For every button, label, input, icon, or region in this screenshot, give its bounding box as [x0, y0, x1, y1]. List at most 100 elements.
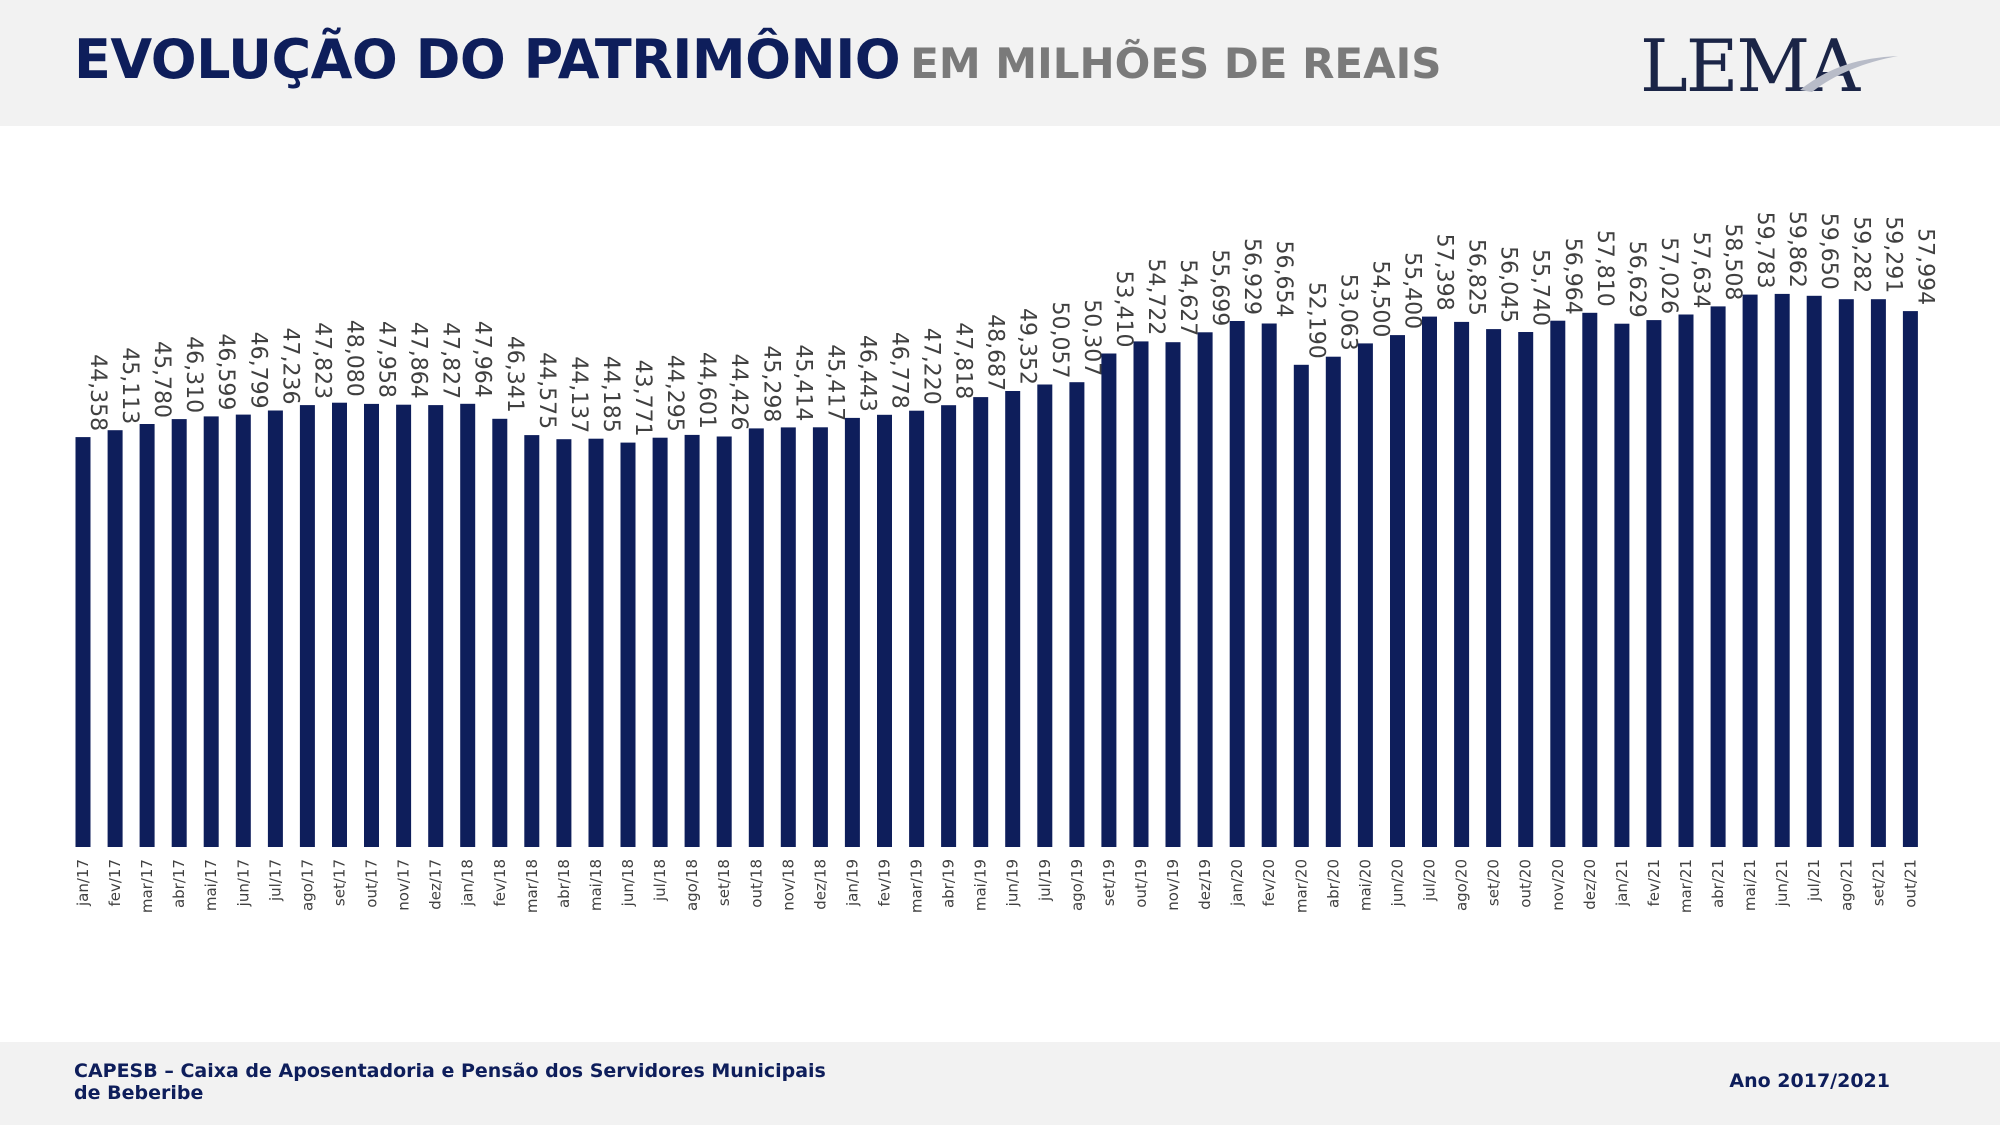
- bar-fev/20: [1261, 323, 1277, 847]
- value-label-mar/20: 52,190: [1303, 282, 1328, 359]
- category-label-mar/19: mar/19: [908, 859, 926, 913]
- bar-jul/17: [267, 410, 283, 847]
- bar-out/17: [364, 403, 379, 847]
- value-label-jul/19: 50,057: [1047, 302, 1072, 379]
- bar-mai/18: [588, 438, 604, 847]
- value-label-jul/20: 57,398: [1432, 234, 1457, 311]
- value-label-set/19: 53,410: [1111, 271, 1136, 348]
- value-label-out/20: 55,740: [1528, 249, 1553, 326]
- category-label-jan/18: jan/18: [459, 859, 477, 907]
- value-label-fev/20: 56,654: [1271, 241, 1296, 318]
- value-label-jan/19: 46,443: [854, 335, 879, 412]
- category-label-ago/21: ago/21: [1837, 859, 1855, 911]
- value-label-jun/20: 55,400: [1400, 252, 1425, 329]
- category-label-nov/20: nov/20: [1549, 859, 1567, 911]
- category-label-out/21: out/21: [1901, 859, 1919, 908]
- value-label-mar/21: 57,634: [1688, 232, 1713, 309]
- value-label-jun/21: 59,862: [1784, 211, 1809, 288]
- page-title: EVOLUÇÃO DO PATRIMÔNIO EM MILHÕES DE REAI…: [74, 28, 1441, 91]
- value-label-jan/21: 56,629: [1624, 241, 1649, 318]
- bar-jan/18: [460, 403, 476, 847]
- bar-abr/19: [941, 405, 957, 847]
- bar-nov/19: [1165, 342, 1181, 847]
- bar-out/21: [1902, 311, 1918, 848]
- value-label-mai/18: 44,185: [598, 356, 623, 433]
- bar-fev/21: [1646, 320, 1662, 848]
- bar-ago/21: [1838, 299, 1854, 847]
- category-label-fev/19: fev/19: [876, 859, 894, 907]
- value-label-set/17: 48,080: [342, 320, 367, 397]
- category-label-dez/17: dez/17: [427, 859, 445, 910]
- bar-set/20: [1486, 329, 1502, 848]
- bar-set/19: [1101, 353, 1117, 847]
- value-label-ago/21: 59,282: [1848, 216, 1873, 293]
- category-label-set/21: set/21: [1869, 859, 1887, 906]
- value-label-nov/20: 56,964: [1560, 238, 1585, 315]
- bar-set/21: [1870, 299, 1886, 847]
- bar-jul/20: [1422, 316, 1437, 848]
- value-label-jan/20: 56,929: [1239, 238, 1264, 315]
- value-label-fev/17: 45,113: [117, 347, 142, 424]
- value-label-out/21: 57,994: [1912, 228, 1937, 305]
- logo-swoosh-icon: [1800, 56, 1898, 92]
- bar-jun/18: [620, 442, 636, 847]
- title-subtitle: EM MILHÕES DE REAIS: [910, 39, 1442, 88]
- bar-fev/19: [877, 414, 892, 847]
- bar-dez/19: [1197, 332, 1213, 847]
- category-label-mai/18: mai/18: [587, 859, 605, 911]
- category-label-dez/18: dez/18: [811, 859, 829, 910]
- value-label-nov/19: 54,627: [1175, 259, 1200, 336]
- bar-abr/17: [171, 419, 187, 847]
- category-label-jun/17: jun/17: [234, 859, 252, 907]
- value-label-mai/21: 59,783: [1752, 212, 1777, 289]
- category-label-fev/20: fev/20: [1260, 859, 1278, 907]
- bar-jun/17: [235, 414, 251, 847]
- bar-mai/19: [973, 397, 989, 847]
- bar-dez/20: [1582, 312, 1598, 847]
- category-label-set/18: set/18: [715, 859, 733, 906]
- category-label-abr/18: abr/18: [555, 859, 573, 908]
- title-main: EVOLUÇÃO DO PATRIMÔNIO: [74, 28, 901, 91]
- bar-mar/19: [909, 410, 925, 847]
- category-label-dez/20: dez/20: [1581, 859, 1599, 910]
- bar-mar/18: [524, 435, 540, 847]
- value-label-ago/19: 50,307: [1079, 299, 1104, 376]
- value-label-fev/18: 46,341: [502, 336, 527, 413]
- bar-jan/17: [75, 437, 91, 847]
- value-label-abr/18: 44,137: [566, 356, 591, 433]
- category-label-set/20: set/20: [1485, 859, 1503, 906]
- header-band: EVOLUÇÃO DO PATRIMÔNIO EM MILHÕES DE REAI…: [0, 0, 2000, 126]
- category-label-mar/20: mar/20: [1292, 859, 1310, 913]
- value-label-abr/21: 58,508: [1720, 223, 1745, 300]
- value-label-abr/17: 46,310: [181, 336, 206, 413]
- category-label-ago/17: ago/17: [298, 859, 316, 911]
- bar-jan/20: [1229, 321, 1245, 847]
- bar-ago/18: [684, 434, 700, 847]
- value-label-nov/18: 45,414: [790, 344, 815, 421]
- value-label-nov/17: 47,864: [406, 322, 431, 399]
- value-label-jun/18: 43,771: [630, 360, 655, 437]
- category-label-set/19: set/19: [1100, 859, 1118, 906]
- lema-logo: LEMA: [1640, 26, 1910, 106]
- category-label-ago/19: ago/19: [1068, 859, 1086, 911]
- value-label-set/21: 59,291: [1880, 216, 1905, 293]
- category-label-jan/17: jan/17: [74, 859, 92, 907]
- category-label-mar/18: mar/18: [523, 859, 541, 913]
- category-label-fev/17: fev/17: [106, 859, 124, 907]
- category-label-out/20: out/20: [1517, 859, 1535, 908]
- category-label-jul/19: jul/19: [1036, 859, 1054, 902]
- value-label-jul/17: 47,236: [277, 328, 302, 405]
- bar-ago/17: [299, 405, 315, 847]
- value-label-mar/19: 47,220: [919, 328, 944, 405]
- footer-period: Ano 2017/2021: [1729, 1070, 1890, 1092]
- value-label-set/18: 44,426: [726, 354, 751, 431]
- bar-chart: 44,358 jan/17 45,113 fev/17 45,780 mar/17 46,3…: [74, 211, 1937, 913]
- value-label-jun/17: 46,799: [245, 332, 270, 409]
- category-label-jun/19: jun/19: [1004, 859, 1022, 907]
- category-label-set/17: set/17: [331, 859, 349, 906]
- bar-jan/21: [1614, 323, 1630, 847]
- bar-mar/17: [139, 424, 155, 847]
- bar-mai/17: [203, 416, 219, 847]
- category-label-ago/18: ago/18: [683, 859, 701, 911]
- category-label-nov/17: nov/17: [395, 859, 413, 911]
